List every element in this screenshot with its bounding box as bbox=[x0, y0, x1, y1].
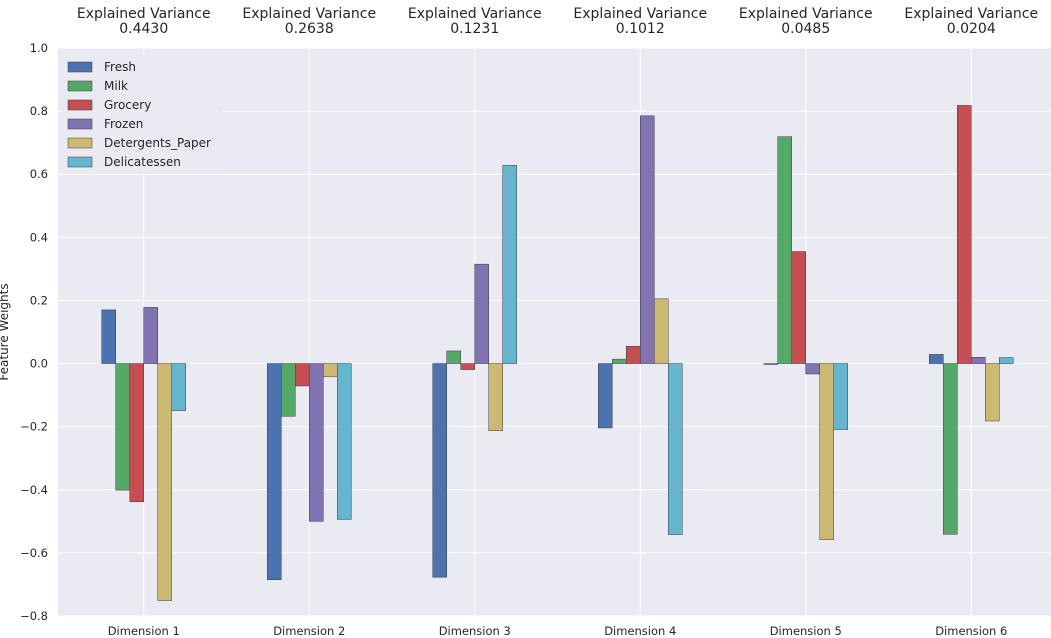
bar-fresh-1 bbox=[101, 309, 116, 364]
y-tick-label: −0.2 bbox=[20, 420, 48, 434]
legend-label: Milk bbox=[104, 79, 128, 93]
y-tick-label: 0.4 bbox=[30, 230, 48, 244]
legend-swatch bbox=[67, 156, 93, 168]
bar-grocery-1 bbox=[129, 363, 144, 503]
bar-milk-6 bbox=[943, 363, 958, 535]
explained-variance-title: Explained Variance bbox=[904, 6, 1038, 22]
x-axis-ticks: Dimension 1 Dimension 2 Dimension 3 Dimensi… bbox=[108, 624, 1008, 638]
y-tick-label: −0.8 bbox=[20, 609, 48, 623]
bar-grocery-6 bbox=[957, 105, 972, 364]
bar-delicatessen-6 bbox=[999, 357, 1014, 364]
explained-variance-value: 0.0485 bbox=[781, 21, 830, 37]
bar-detergents-paper-5 bbox=[819, 363, 834, 540]
y-tick-label: −0.4 bbox=[20, 483, 48, 497]
legend-swatch bbox=[67, 137, 93, 149]
bar-frozen-2 bbox=[309, 363, 324, 522]
bar-detergents-paper-3 bbox=[488, 363, 503, 432]
explained-variance-title: Explained Variance bbox=[408, 6, 542, 22]
legend-label: Frozen bbox=[104, 117, 143, 131]
bar-frozen-5 bbox=[805, 363, 820, 375]
explained-variance-value: 0.2638 bbox=[285, 21, 334, 37]
bar-fresh-2 bbox=[267, 363, 282, 580]
bar-frozen-4 bbox=[640, 115, 655, 364]
bar-milk-5 bbox=[777, 136, 792, 364]
bar-delicatessen-2 bbox=[337, 363, 352, 520]
legend-label: Detergents_Paper bbox=[104, 136, 211, 150]
legend-label: Fresh bbox=[104, 60, 136, 74]
bar-grocery-5 bbox=[791, 251, 806, 364]
explained-variance-value: 0.1012 bbox=[616, 21, 665, 37]
bar-fresh-5 bbox=[763, 363, 778, 365]
bar-detergents-paper-1 bbox=[157, 363, 172, 601]
x-tick-label: Dimension 1 bbox=[108, 624, 180, 638]
y-tick-label: 0.6 bbox=[30, 167, 48, 181]
y-tick-label: 0.8 bbox=[30, 104, 48, 118]
bar-detergents-paper-6 bbox=[985, 363, 1000, 422]
explained-variance-title: Explained Variance bbox=[739, 6, 873, 22]
x-tick-label: Dimension 6 bbox=[935, 624, 1007, 638]
bar-fresh-3 bbox=[432, 363, 447, 578]
x-tick-label: Dimension 5 bbox=[770, 624, 842, 638]
bar-frozen-6 bbox=[971, 356, 986, 364]
bar-grocery-3 bbox=[460, 363, 475, 370]
x-tick-label: Dimension 3 bbox=[439, 624, 511, 638]
bar-delicatessen-5 bbox=[833, 363, 848, 430]
bar-delicatessen-1 bbox=[171, 363, 186, 411]
explained-variance-title: Explained Variance bbox=[242, 6, 376, 22]
bars bbox=[101, 105, 1014, 601]
legend: Fresh Milk Grocery Frozen Detergents_Paper De… bbox=[62, 54, 222, 174]
y-axis-ticks: 1.0 0.8 0.6 0.4 0.2 0.0 −0.2 −0.4 −0.6 −0.8 bbox=[20, 41, 48, 623]
bar-grocery-4 bbox=[626, 345, 641, 364]
bar-milk-3 bbox=[446, 350, 461, 364]
plot-area bbox=[58, 48, 1051, 616]
x-tick-label: Dimension 2 bbox=[273, 624, 345, 638]
legend-swatch bbox=[67, 99, 93, 111]
bar-milk-2 bbox=[281, 363, 296, 417]
bar-milk-4 bbox=[612, 358, 627, 364]
legend-swatch bbox=[67, 80, 93, 92]
y-tick-label: 0.2 bbox=[30, 293, 48, 307]
legend-label: Grocery bbox=[104, 98, 151, 112]
bar-detergents-paper-2 bbox=[323, 363, 338, 378]
explained-variance-title: Explained Variance bbox=[77, 6, 211, 22]
bar-delicatessen-3 bbox=[502, 165, 517, 364]
legend-label: Delicatessen bbox=[104, 155, 181, 169]
explained-variance-title: Explained Variance bbox=[573, 6, 707, 22]
bar-detergents-paper-4 bbox=[654, 298, 669, 364]
y-tick-label: 0.0 bbox=[30, 357, 48, 371]
bar-fresh-6 bbox=[929, 354, 944, 364]
y-tick-label: 1.0 bbox=[30, 41, 48, 55]
bar-fresh-4 bbox=[598, 363, 613, 429]
legend-background bbox=[62, 54, 222, 174]
explained-variance-value: 0.4430 bbox=[119, 21, 168, 37]
explained-variance-value: 0.0204 bbox=[947, 21, 996, 37]
bar-milk-1 bbox=[115, 363, 130, 491]
y-tick-label: −0.6 bbox=[20, 546, 48, 560]
x-tick-label: Dimension 4 bbox=[604, 624, 676, 638]
explained-variance-value: 0.1231 bbox=[450, 21, 499, 37]
bar-delicatessen-4 bbox=[668, 363, 683, 535]
legend-swatch bbox=[67, 118, 93, 130]
legend-swatch bbox=[67, 61, 93, 73]
bar-frozen-3 bbox=[474, 263, 489, 364]
y-axis-label: Feature Weights bbox=[0, 283, 11, 380]
bar-grocery-2 bbox=[295, 363, 310, 387]
bar-frozen-1 bbox=[143, 307, 158, 364]
